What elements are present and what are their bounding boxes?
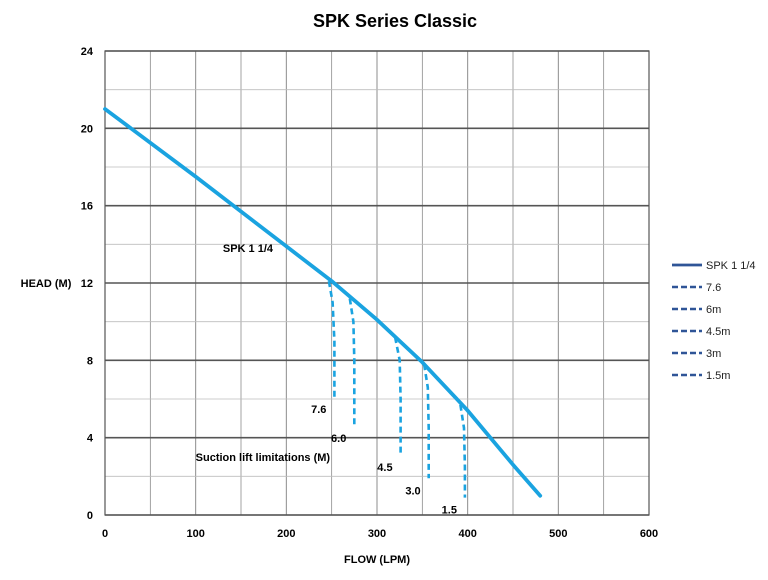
x-tick-label: 500 <box>549 528 567 540</box>
suction-lift-data-label: 3.0 <box>405 485 420 497</box>
chart-annotation: SPK 1 1/4 <box>223 243 274 255</box>
legend-label: 6m <box>706 304 721 316</box>
pump-curve-line <box>103 107 543 498</box>
suction-lift-line <box>348 298 356 427</box>
grid <box>104 50 650 516</box>
legend-label: SPK 1 1/4 <box>706 260 756 272</box>
suction-lift-data-label: 6.0 <box>331 433 346 445</box>
suction-lift-line <box>327 280 336 398</box>
x-axis-title: FLOW (LPM) <box>344 554 410 566</box>
y-axis-title: HEAD (M) <box>21 278 72 290</box>
legend-label: 7.6 <box>706 282 721 294</box>
y-tick-label: 0 <box>87 510 93 522</box>
legend-label: 4.5m <box>706 326 730 338</box>
legend-label: 3m <box>706 348 721 360</box>
x-tick-label: 100 <box>186 528 204 540</box>
x-tick-label: 600 <box>640 528 658 540</box>
suction-lift-line <box>422 363 430 479</box>
y-tick-label: 24 <box>81 46 94 58</box>
y-tick-label: 8 <box>87 355 93 367</box>
legend: SPK 1 1/4 7.6 6m 4.5m 3m 1.5m <box>672 260 756 382</box>
suction-lift-data-label: 7.6 <box>311 404 326 416</box>
suction-lift-data-label: 1.5 <box>442 505 457 517</box>
suction-lift-line <box>459 404 467 498</box>
suction-lift-line <box>393 336 402 456</box>
y-tick-label: 4 <box>87 433 94 445</box>
annotations: 7.6 6.0 4.5 3.0 1.5 SPK 1 1/4 Suction lift lim… <box>196 243 457 517</box>
legend-label: 1.5m <box>706 370 730 382</box>
x-tick-label: 200 <box>277 528 295 540</box>
x-tick-label: 300 <box>368 528 386 540</box>
series-lines <box>103 107 543 498</box>
chart-title: SPK Series Classic <box>313 11 477 31</box>
y-tick-label: 16 <box>81 201 93 213</box>
x-tick-label: 0 <box>102 528 108 540</box>
suction-lift-data-label: 4.5 <box>377 462 392 474</box>
chart-annotation: Suction lift limitations (M) <box>196 452 331 464</box>
y-tick-label: 20 <box>81 123 93 135</box>
y-tick-label: 12 <box>81 278 93 290</box>
x-tick-label: 400 <box>458 528 476 540</box>
plot-frame <box>104 50 650 516</box>
axis-ticks: 0 100 200 300 400 500 600 0 4 8 12 16 20 24 <box>81 46 658 540</box>
